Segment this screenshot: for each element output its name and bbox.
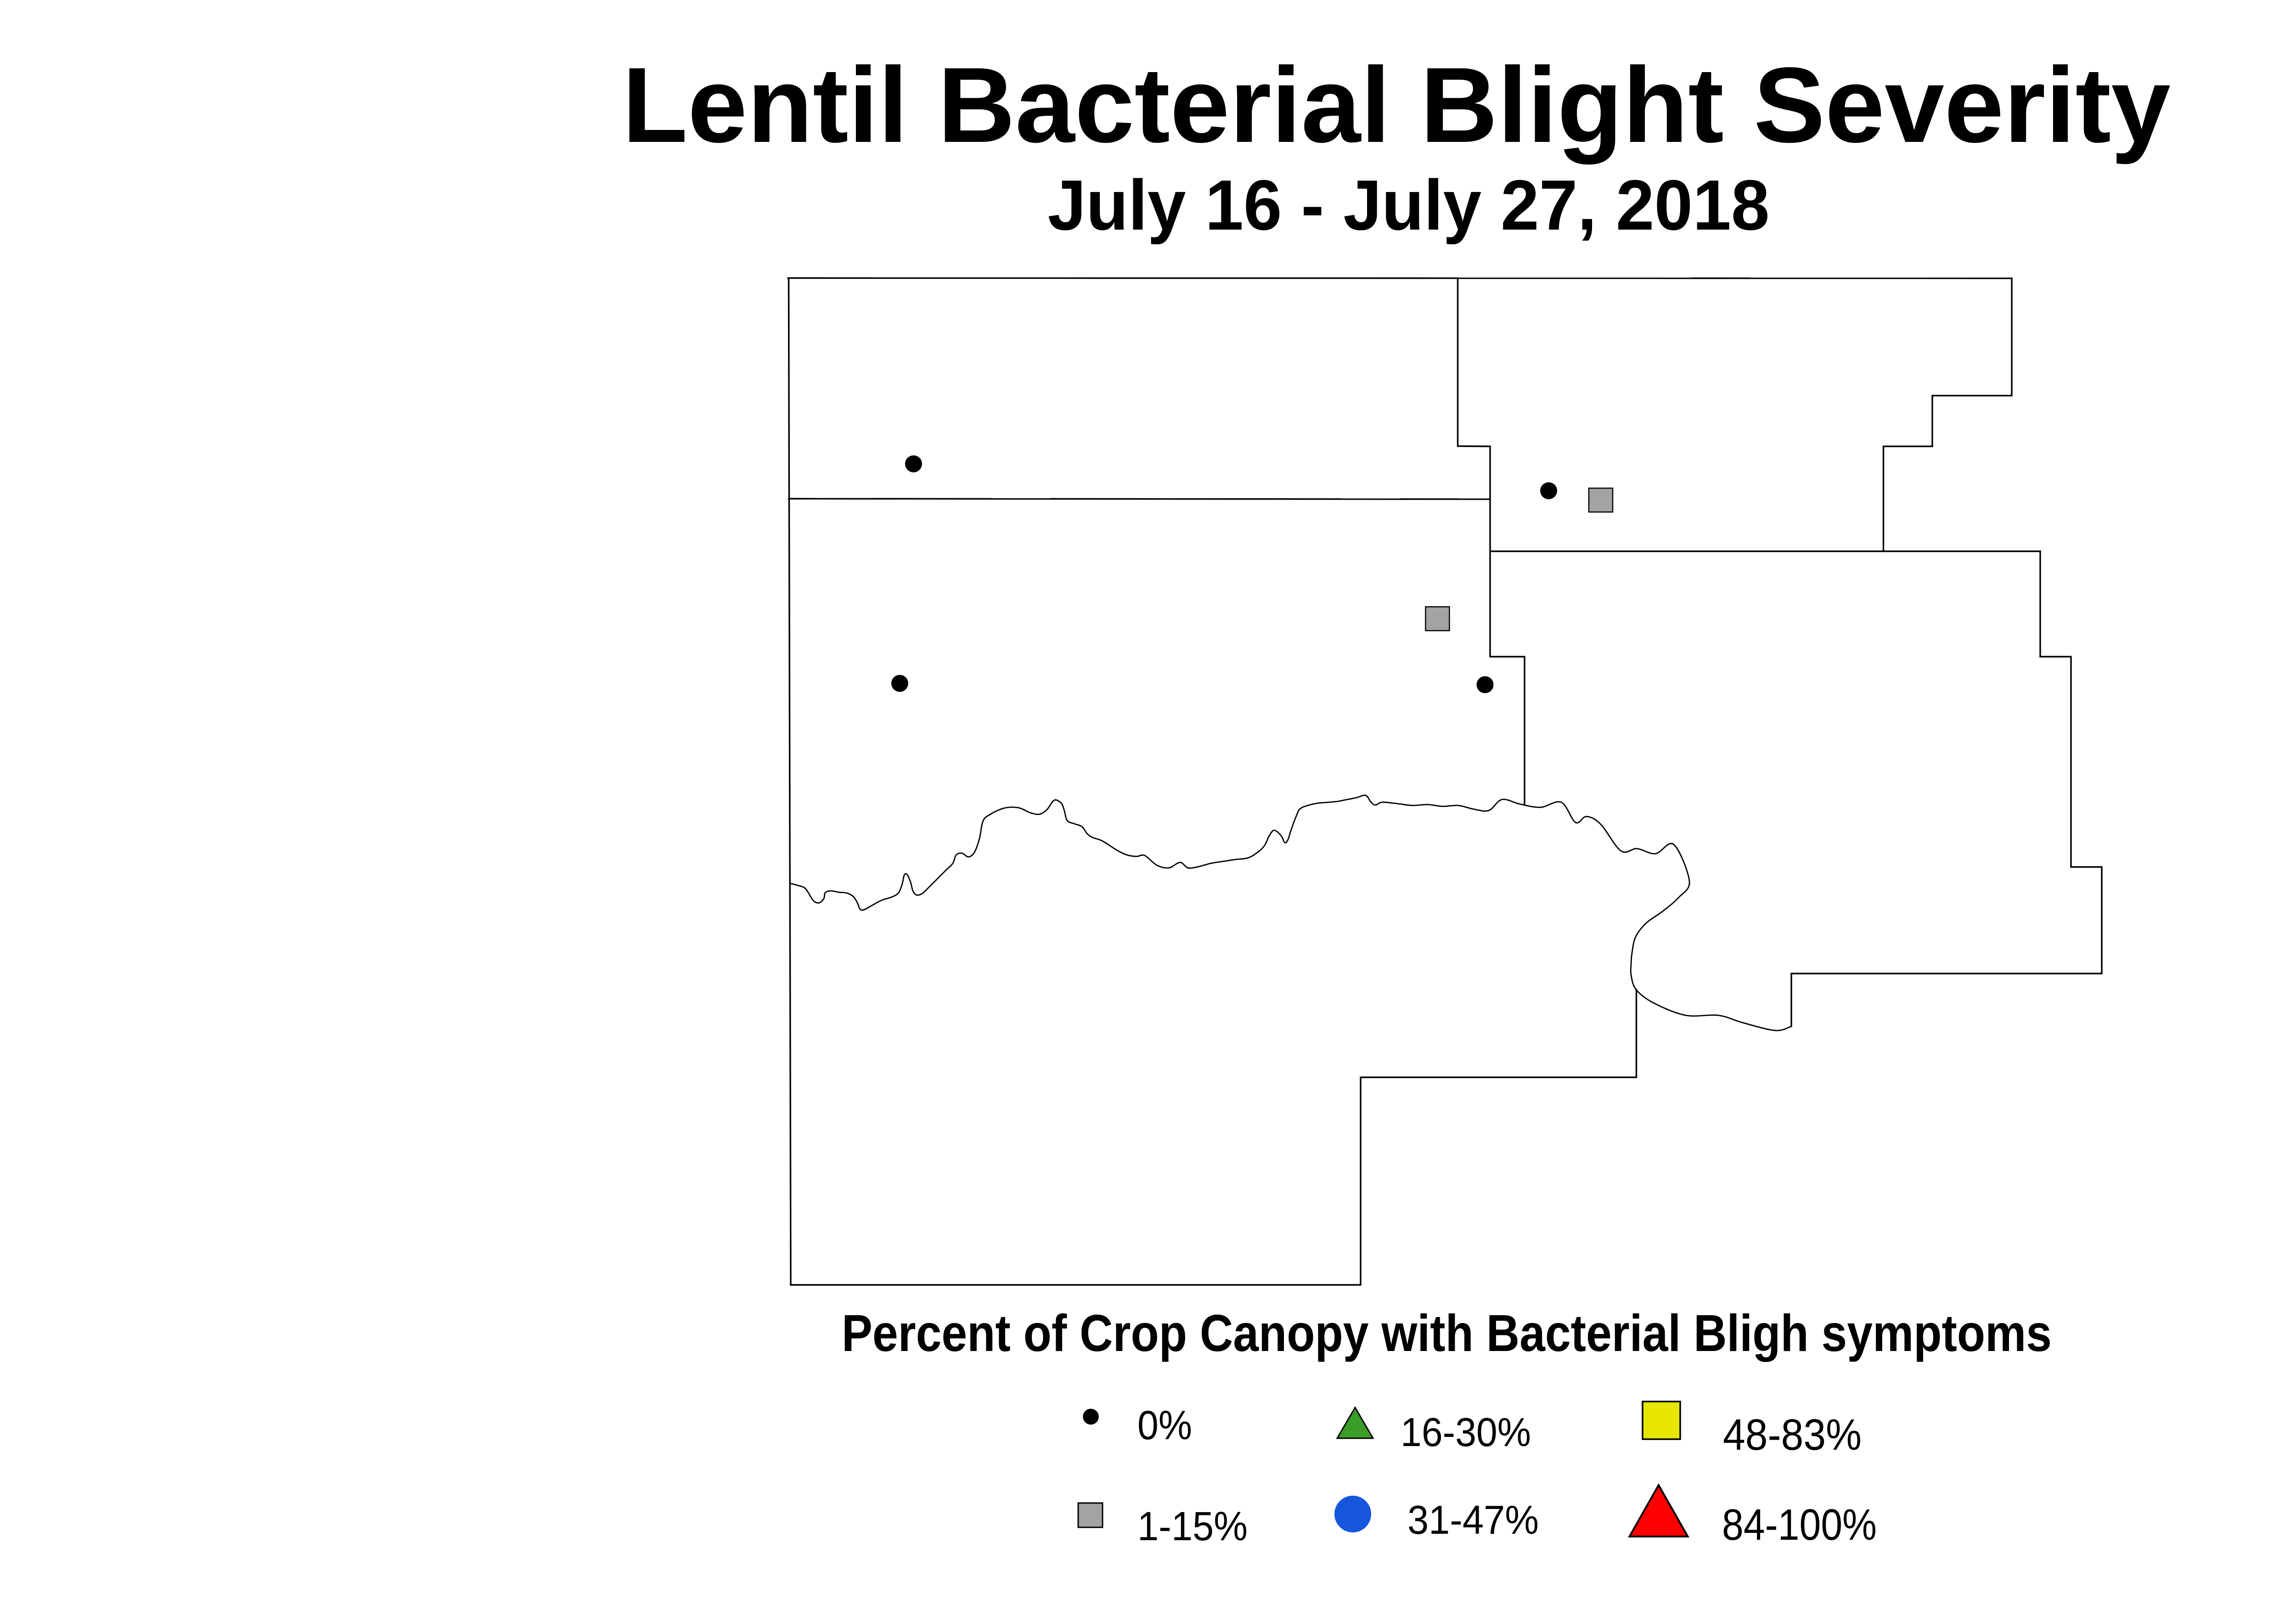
- svg-text:31-47%: 31-47%: [1407, 1497, 1539, 1542]
- svg-text:48-83%: 48-83%: [1723, 1410, 1862, 1459]
- svg-text:16-30%: 16-30%: [1401, 1409, 1531, 1455]
- svg-text:Percent of Crop Canopy with Ba: Percent of Crop Canopy with Bacterial Bl…: [842, 1304, 2052, 1362]
- svg-text:1-15%: 1-15%: [1137, 1503, 1248, 1549]
- svg-text:July 16 - July 27, 2018: July 16 - July 27, 2018: [1048, 165, 1770, 245]
- svg-text:84-100%: 84-100%: [1722, 1500, 1877, 1549]
- svg-text:0%: 0%: [1137, 1402, 1192, 1448]
- svg-text:Lentil Bacterial Blight Severi: Lentil Bacterial Blight Severity: [622, 45, 2171, 165]
